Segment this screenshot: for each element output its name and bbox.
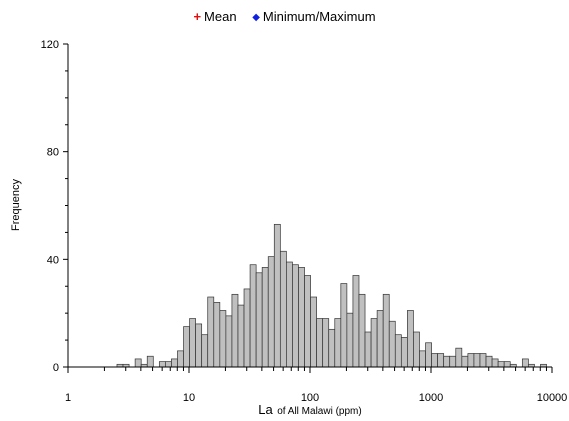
histogram-bar — [261, 267, 269, 368]
y-ticks-group: 0 40 80 120 — [41, 39, 68, 374]
histogram-bar — [322, 318, 330, 368]
histogram-bar — [425, 342, 432, 368]
histogram-bar — [298, 267, 305, 368]
histogram-bar — [485, 355, 493, 368]
histogram-bar — [231, 293, 239, 368]
histogram-bar — [364, 331, 372, 368]
x-tick-label: 10000 — [537, 392, 568, 404]
histogram-bar — [249, 264, 257, 368]
histogram-bar — [292, 264, 299, 368]
histogram-bar — [177, 350, 184, 368]
legend-item-minmax: ◆ Minimum/Maximum — [252, 9, 375, 24]
histogram-bar — [521, 358, 529, 368]
mean-marker-icon: + — [193, 9, 202, 24]
histogram-bar — [346, 312, 354, 368]
histogram-bar — [449, 355, 457, 368]
histogram-bar — [443, 355, 451, 368]
histogram-bar — [225, 315, 233, 368]
histogram-bar — [146, 355, 154, 368]
histogram-bar — [437, 353, 445, 368]
histogram-bar — [201, 334, 209, 368]
histogram-bar — [376, 310, 384, 368]
x-tick-label: 1000 — [419, 392, 443, 404]
histogram-bar — [255, 272, 263, 368]
histogram-bar — [328, 328, 336, 368]
histogram-bar — [134, 358, 142, 368]
y-tick-label: 120 — [41, 39, 59, 51]
chart-legend: + Mean ◆ Minimum/Maximum — [0, 9, 569, 24]
histogram-bar — [207, 296, 215, 368]
histogram-bar — [213, 302, 221, 368]
histogram-bar — [334, 318, 342, 368]
x-tick-label: 1 — [65, 392, 71, 404]
histogram-bar — [279, 250, 287, 368]
x-tick-label: 100 — [301, 392, 319, 404]
histogram-bar — [419, 350, 426, 368]
histogram-bar — [461, 355, 469, 368]
y-tick-label: 80 — [47, 147, 59, 159]
histogram-bar — [394, 334, 402, 368]
legend-label-minmax: Minimum/Maximum — [262, 9, 376, 24]
histogram-bar — [370, 318, 378, 368]
histogram-bar — [388, 320, 396, 368]
histogram-bar — [310, 296, 317, 368]
minmax-marker-icon: ◆ — [252, 12, 260, 23]
histogram-bar — [304, 275, 311, 368]
histogram-bar — [286, 261, 293, 368]
histogram-bar — [183, 326, 190, 368]
histogram-bar — [195, 323, 203, 368]
histogram-bar — [316, 318, 324, 368]
histogram-bar — [431, 353, 438, 368]
histogram-bar — [189, 318, 196, 368]
x-axis-title-main: La — [258, 402, 273, 417]
histogram-bar — [165, 361, 172, 368]
x-axis-title: La of All Malawi (ppm) — [258, 401, 361, 418]
legend-label-mean: Mean — [204, 9, 237, 24]
histogram-bar — [455, 347, 463, 368]
y-tick-label: 40 — [47, 254, 59, 266]
bars-group — [116, 223, 547, 368]
histogram-bar — [273, 223, 281, 368]
y-axis-title: Frequency — [10, 179, 22, 231]
histogram-bar — [340, 283, 348, 368]
histogram-bar — [497, 361, 505, 368]
y-tick-label: 0 — [53, 362, 59, 374]
x-axis-title-sub: of All Malawi (ppm) — [277, 406, 361, 417]
x-tick-label: 10 — [183, 392, 195, 404]
histogram-bar — [237, 304, 245, 368]
histogram-bar — [407, 310, 414, 368]
histogram-bar — [479, 353, 487, 368]
histogram-bar — [219, 310, 227, 368]
legend-item-mean: + Mean — [193, 9, 236, 24]
histogram-bar — [243, 288, 251, 368]
histogram-bar — [400, 337, 408, 368]
histogram-bar — [413, 331, 420, 368]
histogram-bar — [467, 353, 475, 368]
x-ticks-group: 1 10 100 1000 10000 — [65, 367, 567, 404]
histogram-bar — [491, 358, 499, 368]
histogram-bar — [358, 293, 366, 368]
histogram-bar — [267, 256, 275, 368]
histogram-bar — [382, 293, 390, 368]
histogram-bar — [473, 353, 481, 368]
histogram-bar — [352, 275, 360, 368]
histogram-bar — [171, 358, 178, 368]
histogram-bar — [503, 361, 511, 368]
histogram-bar — [158, 361, 166, 368]
